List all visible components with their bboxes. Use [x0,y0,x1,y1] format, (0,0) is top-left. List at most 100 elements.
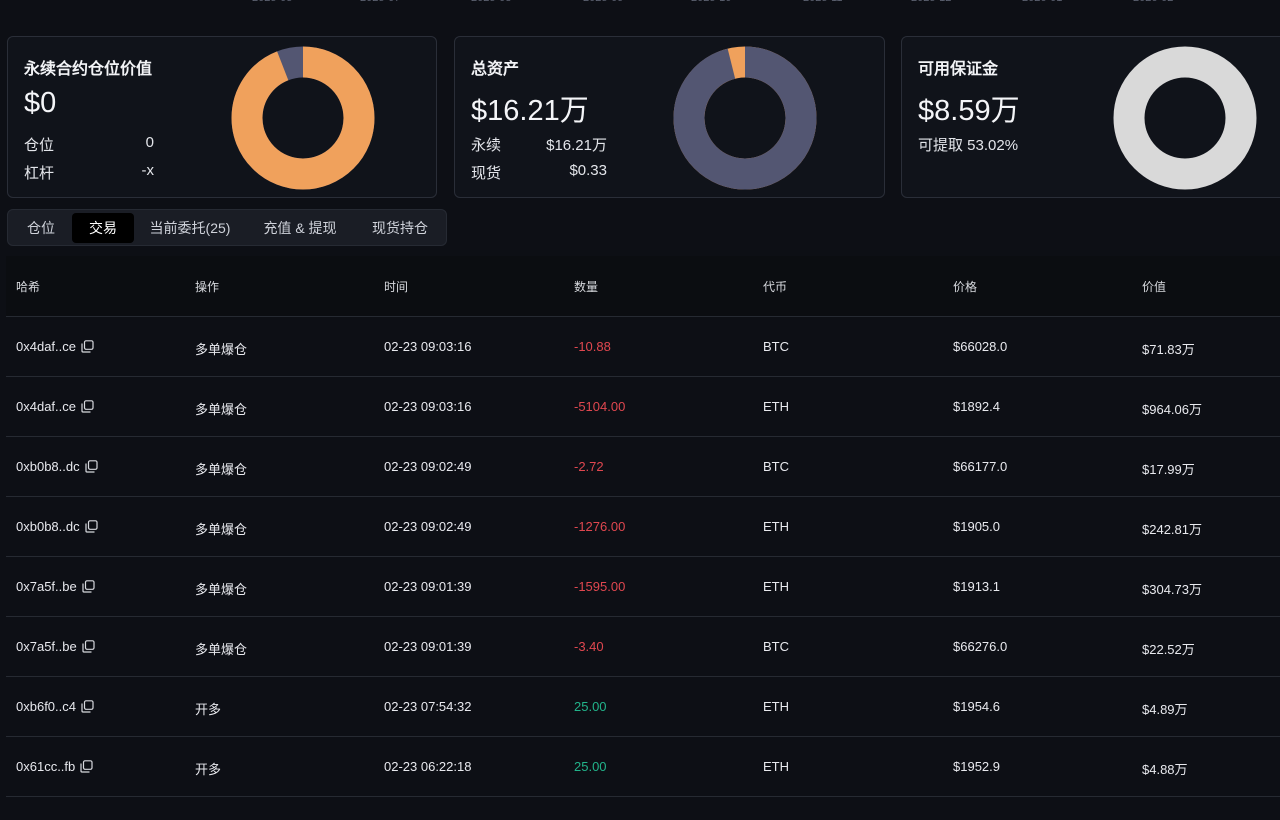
copy-icon[interactable] [82,580,95,593]
chart-axis-strip: 2025-05 2025-07 2025-08 2025-09 2025-10 … [0,0,1280,6]
hash-cell[interactable]: 0x4daf..ce [16,399,94,414]
action-cell: 多单爆仓 [195,582,248,597]
quantity-cell: -1276.00 [574,519,626,534]
price-cell: $1952.9 [953,759,1000,774]
price-cell: $1905.0 [953,519,1000,534]
row-value: 0 [145,134,154,151]
quantity-cell: -3.40 [574,639,604,654]
card-value: $0 [24,87,57,119]
hash-text[interactable]: 0x61cc..fb [16,759,76,774]
position-row: 仓位 0 [24,134,154,155]
value-cell: $964.06万 [1142,402,1202,417]
total-assets-card: 总资产 $16.21万 永续 $16.21万 现货 $0.33 [454,36,885,198]
table-row[interactable]: 0x7a5f..be 多单爆仓 02-23 09:01:39 -1595.00 … [6,557,1280,617]
axis-tick: 2025-07 [360,0,400,4]
table-row[interactable]: 0x7a5f..be 多单爆仓 02-23 09:01:39 -3.40 BTC… [6,617,1280,677]
copy-icon[interactable] [81,700,94,713]
axis-tick: 2026-02 [1133,0,1173,4]
quantity-cell: -5104.00 [574,399,626,414]
axis-tick: 2025-09 [583,0,623,4]
table-row[interactable]: 0x4daf..ce 多单爆仓 02-23 09:03:16 -10.88 BT… [6,317,1280,377]
perp-row: 永续 $16.21万 [471,134,607,155]
header-action: 操作 [195,280,220,294]
token-cell: ETH [763,519,789,534]
row-label: 杠杆 [24,165,55,182]
perp-position-donut [231,46,375,190]
hash-text[interactable]: 0x4daf..ce [16,339,76,354]
tab-positions[interactable]: 仓位 [27,220,55,236]
copy-icon[interactable] [81,340,94,353]
hash-text[interactable]: 0x7a5f..be [16,639,77,654]
price-cell: $1913.1 [953,579,1000,594]
card-title: 总资产 [471,61,520,78]
row-label: 仓位 [24,137,55,154]
table-row[interactable]: 0xb0b8..dc 多单爆仓 02-23 09:02:49 -1276.00 … [6,497,1280,557]
hash-cell[interactable]: 0xb0b8..dc [16,519,98,534]
hash-cell[interactable]: 0x4daf..ce [16,339,94,354]
row-value: $0.33 [569,162,607,179]
table-row[interactable]: 0xb0b8..dc 多单爆仓 02-23 09:02:49 -2.72 BTC… [6,437,1280,497]
donut-main-segment [673,46,817,190]
quantity-cell: 25.00 [574,699,607,714]
token-cell: BTC [763,339,789,354]
copy-icon[interactable] [85,520,98,533]
row-label: 永续 [471,137,502,154]
header-value: 价值 [1142,280,1167,294]
price-cell: $66028.0 [953,339,1008,354]
price-cell: $1892.4 [953,399,1000,414]
time-cell: 02-23 09:01:39 [384,579,472,594]
tab-deposit-withdraw[interactable]: 充值 & 提现 [263,220,337,236]
tab-trades[interactable]: 交易 [72,213,134,243]
action-cell: 开多 [195,702,222,717]
action-cell: 多单爆仓 [195,522,248,537]
token-cell: ETH [763,579,789,594]
header-price: 价格 [953,280,978,294]
axis-tick: 2025-05 [252,0,292,4]
available-margin-donut [1113,46,1257,190]
action-cell: 多单爆仓 [195,462,248,477]
axis-tick: 2026-01 [1022,0,1062,4]
hash-cell[interactable]: 0x61cc..fb [16,759,93,774]
hash-text[interactable]: 0xb6f0..c4 [16,699,76,714]
value-cell: $17.99万 [1142,462,1195,477]
value-cell: $4.88万 [1142,762,1188,777]
table-row[interactable]: 0x61cc..fb 开多 02-23 06:22:18 25.00 ETH $… [6,737,1280,797]
table-row[interactable]: 0x4daf..ce 多单爆仓 02-23 09:03:16 -5104.00 … [6,377,1280,437]
hash-cell[interactable]: 0x7a5f..be [16,579,95,594]
copy-icon[interactable] [82,640,95,653]
copy-icon[interactable] [85,460,98,473]
hash-text[interactable]: 0xb0b8..dc [16,459,80,474]
donut-main-segment [1113,46,1257,190]
trades-table: 哈希 操作 时间 数量 代币 价格 价值 0x4daf..ce 多单爆仓 02-… [6,256,1280,797]
hash-cell[interactable]: 0xb6f0..c4 [16,699,94,714]
quantity-cell: -2.72 [574,459,604,474]
donut-main-segment [231,46,375,190]
header-quantity: 数量 [574,280,599,294]
action-cell: 多单爆仓 [195,402,248,417]
token-cell: ETH [763,759,789,774]
time-cell: 02-23 09:03:16 [384,339,472,354]
row-label: 现货 [471,165,502,182]
value-cell: $4.89万 [1142,702,1188,717]
token-cell: BTC [763,459,789,474]
hash-cell[interactable]: 0x7a5f..be [16,639,95,654]
copy-icon[interactable] [80,760,93,773]
hash-text[interactable]: 0xb0b8..dc [16,519,80,534]
table-row[interactable]: 0xb6f0..c4 开多 02-23 07:54:32 25.00 ETH $… [6,677,1280,737]
total-assets-donut [673,46,817,190]
hash-text[interactable]: 0x7a5f..be [16,579,77,594]
tab-open-orders[interactable]: 当前委托(25) [149,220,231,236]
time-cell: 02-23 07:54:32 [384,699,472,714]
card-title: 永续合约仓位价值 [24,61,153,78]
row-value: $16.21万 [546,137,607,154]
hash-text[interactable]: 0x4daf..ce [16,399,76,414]
tab-spot-holdings[interactable]: 现货持仓 [372,220,428,236]
quantity-cell: 25.00 [574,759,607,774]
quantity-cell: -1595.00 [574,579,626,594]
header-hash: 哈希 [16,280,41,294]
token-cell: BTC [763,639,789,654]
hash-cell[interactable]: 0xb0b8..dc [16,459,98,474]
copy-icon[interactable] [81,400,94,413]
header-time: 时间 [384,280,409,294]
card-value: $8.59万 [918,95,1020,127]
